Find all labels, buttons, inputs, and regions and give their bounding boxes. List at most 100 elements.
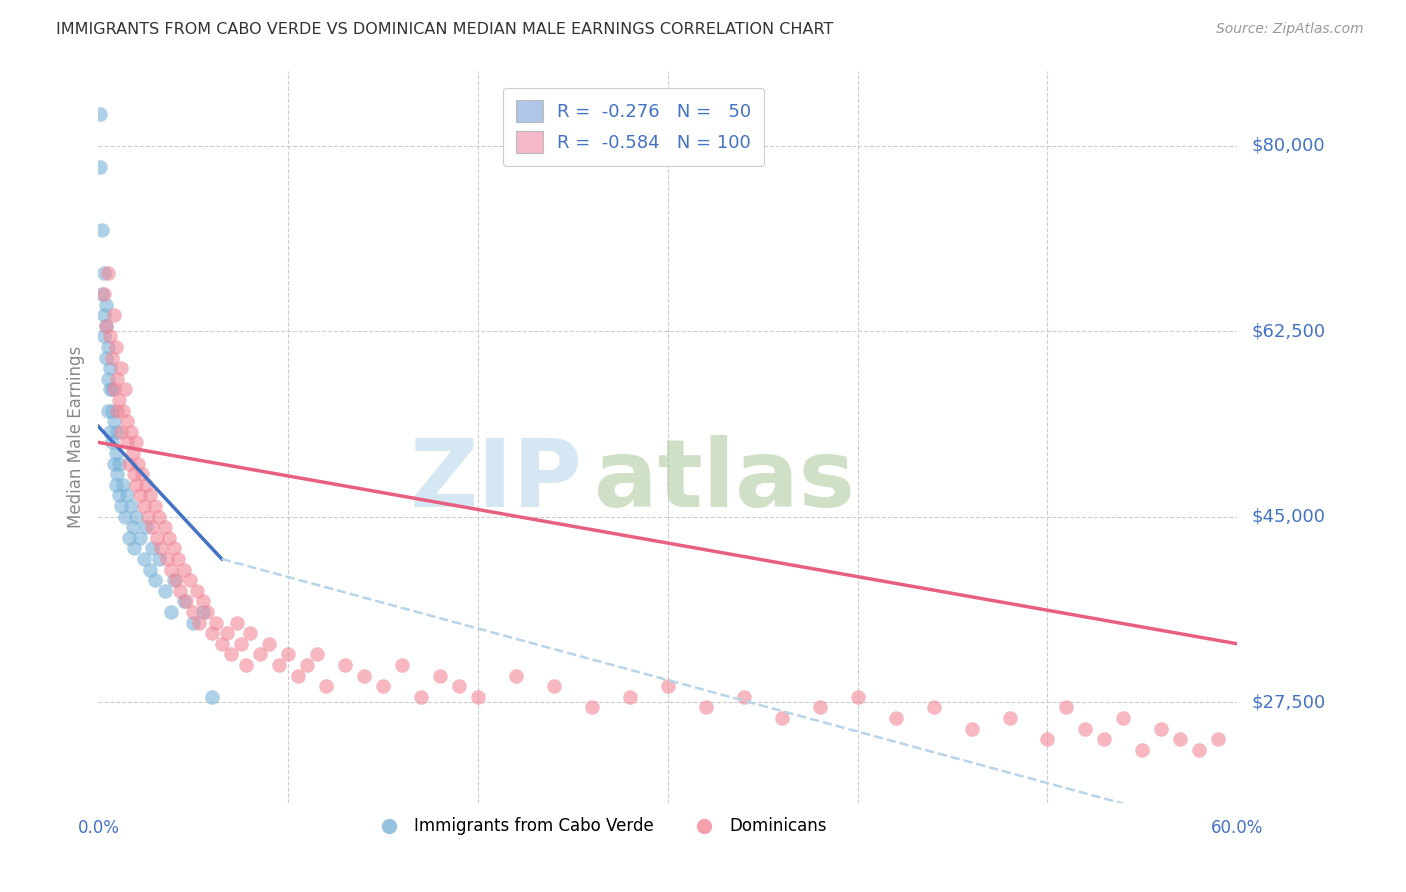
Point [107,425,129,439]
Point [108,488,131,502]
Point [104,340,127,354]
Point [191,594,214,608]
Point [108,457,131,471]
Point [115,435,138,450]
Text: 60.0%: 60.0% [1211,820,1264,838]
Point [226,615,249,630]
Point [125,477,148,491]
Point [97,403,120,417]
Point [201,626,224,640]
Point [505,668,527,682]
Point [98,383,121,397]
Point [1188,743,1211,757]
Point [100,383,122,397]
Point [120,499,142,513]
Legend: Immigrants from Cabo Verde, Dominicans: Immigrants from Cabo Verde, Dominicans [366,811,834,842]
Point [159,563,181,577]
Point [657,679,679,693]
Point [543,679,565,693]
Text: ZIP: ZIP [409,435,582,527]
Point [733,690,755,704]
Point [188,615,211,630]
Point [581,700,603,714]
Point [107,467,129,482]
Point [153,520,176,534]
Point [235,658,257,673]
Point [371,679,394,693]
Point [1112,711,1135,725]
Point [112,403,135,417]
Text: Source: ZipAtlas.com: Source: ZipAtlas.com [1216,22,1364,37]
Point [104,446,127,460]
Point [183,615,205,630]
Point [124,467,146,482]
Point [94,318,117,333]
Point [201,690,224,704]
Point [93,329,115,343]
Point [129,531,152,545]
Point [114,383,136,397]
Point [118,531,141,545]
Point [89,160,111,174]
Point [103,308,125,322]
Point [1132,743,1154,757]
Point [808,700,831,714]
Point [97,372,120,386]
Point [695,700,717,714]
Point [449,679,471,693]
Point [125,435,148,450]
Point [353,668,375,682]
Point [157,531,180,545]
Point [91,223,114,237]
Point [287,668,309,682]
Point [153,583,176,598]
Point [97,266,120,280]
Point [135,520,157,534]
Point [150,541,173,556]
Point [94,318,117,333]
Text: 0.0%: 0.0% [77,820,120,838]
Text: $45,000: $45,000 [1251,508,1326,525]
Point [167,552,190,566]
Point [91,287,114,301]
Point [93,266,115,280]
Point [1074,722,1097,736]
Point [163,573,186,587]
Point [94,351,117,365]
Point [110,499,132,513]
Point [118,457,141,471]
Point [267,658,290,673]
Point [108,392,131,407]
Point [148,552,170,566]
Point [239,626,262,640]
Point [217,626,239,640]
Point [97,340,120,354]
Point [169,583,191,598]
Point [619,690,641,704]
Text: $62,500: $62,500 [1251,322,1326,340]
Point [159,605,181,619]
Point [110,425,132,439]
Point [391,658,413,673]
Point [297,658,319,673]
Point [103,383,125,397]
Point [179,573,201,587]
Point [145,573,167,587]
Point [305,648,328,662]
Point [846,690,869,704]
Point [94,297,117,311]
Point [148,509,170,524]
Point [221,648,243,662]
Point [429,668,451,682]
Point [156,552,179,566]
Point [112,477,135,491]
Text: atlas: atlas [593,435,855,527]
Point [89,107,111,121]
Point [125,509,148,524]
Point [132,499,155,513]
Point [121,520,143,534]
Point [998,711,1021,725]
Point [146,531,169,545]
Point [110,361,132,376]
Point [141,520,163,534]
